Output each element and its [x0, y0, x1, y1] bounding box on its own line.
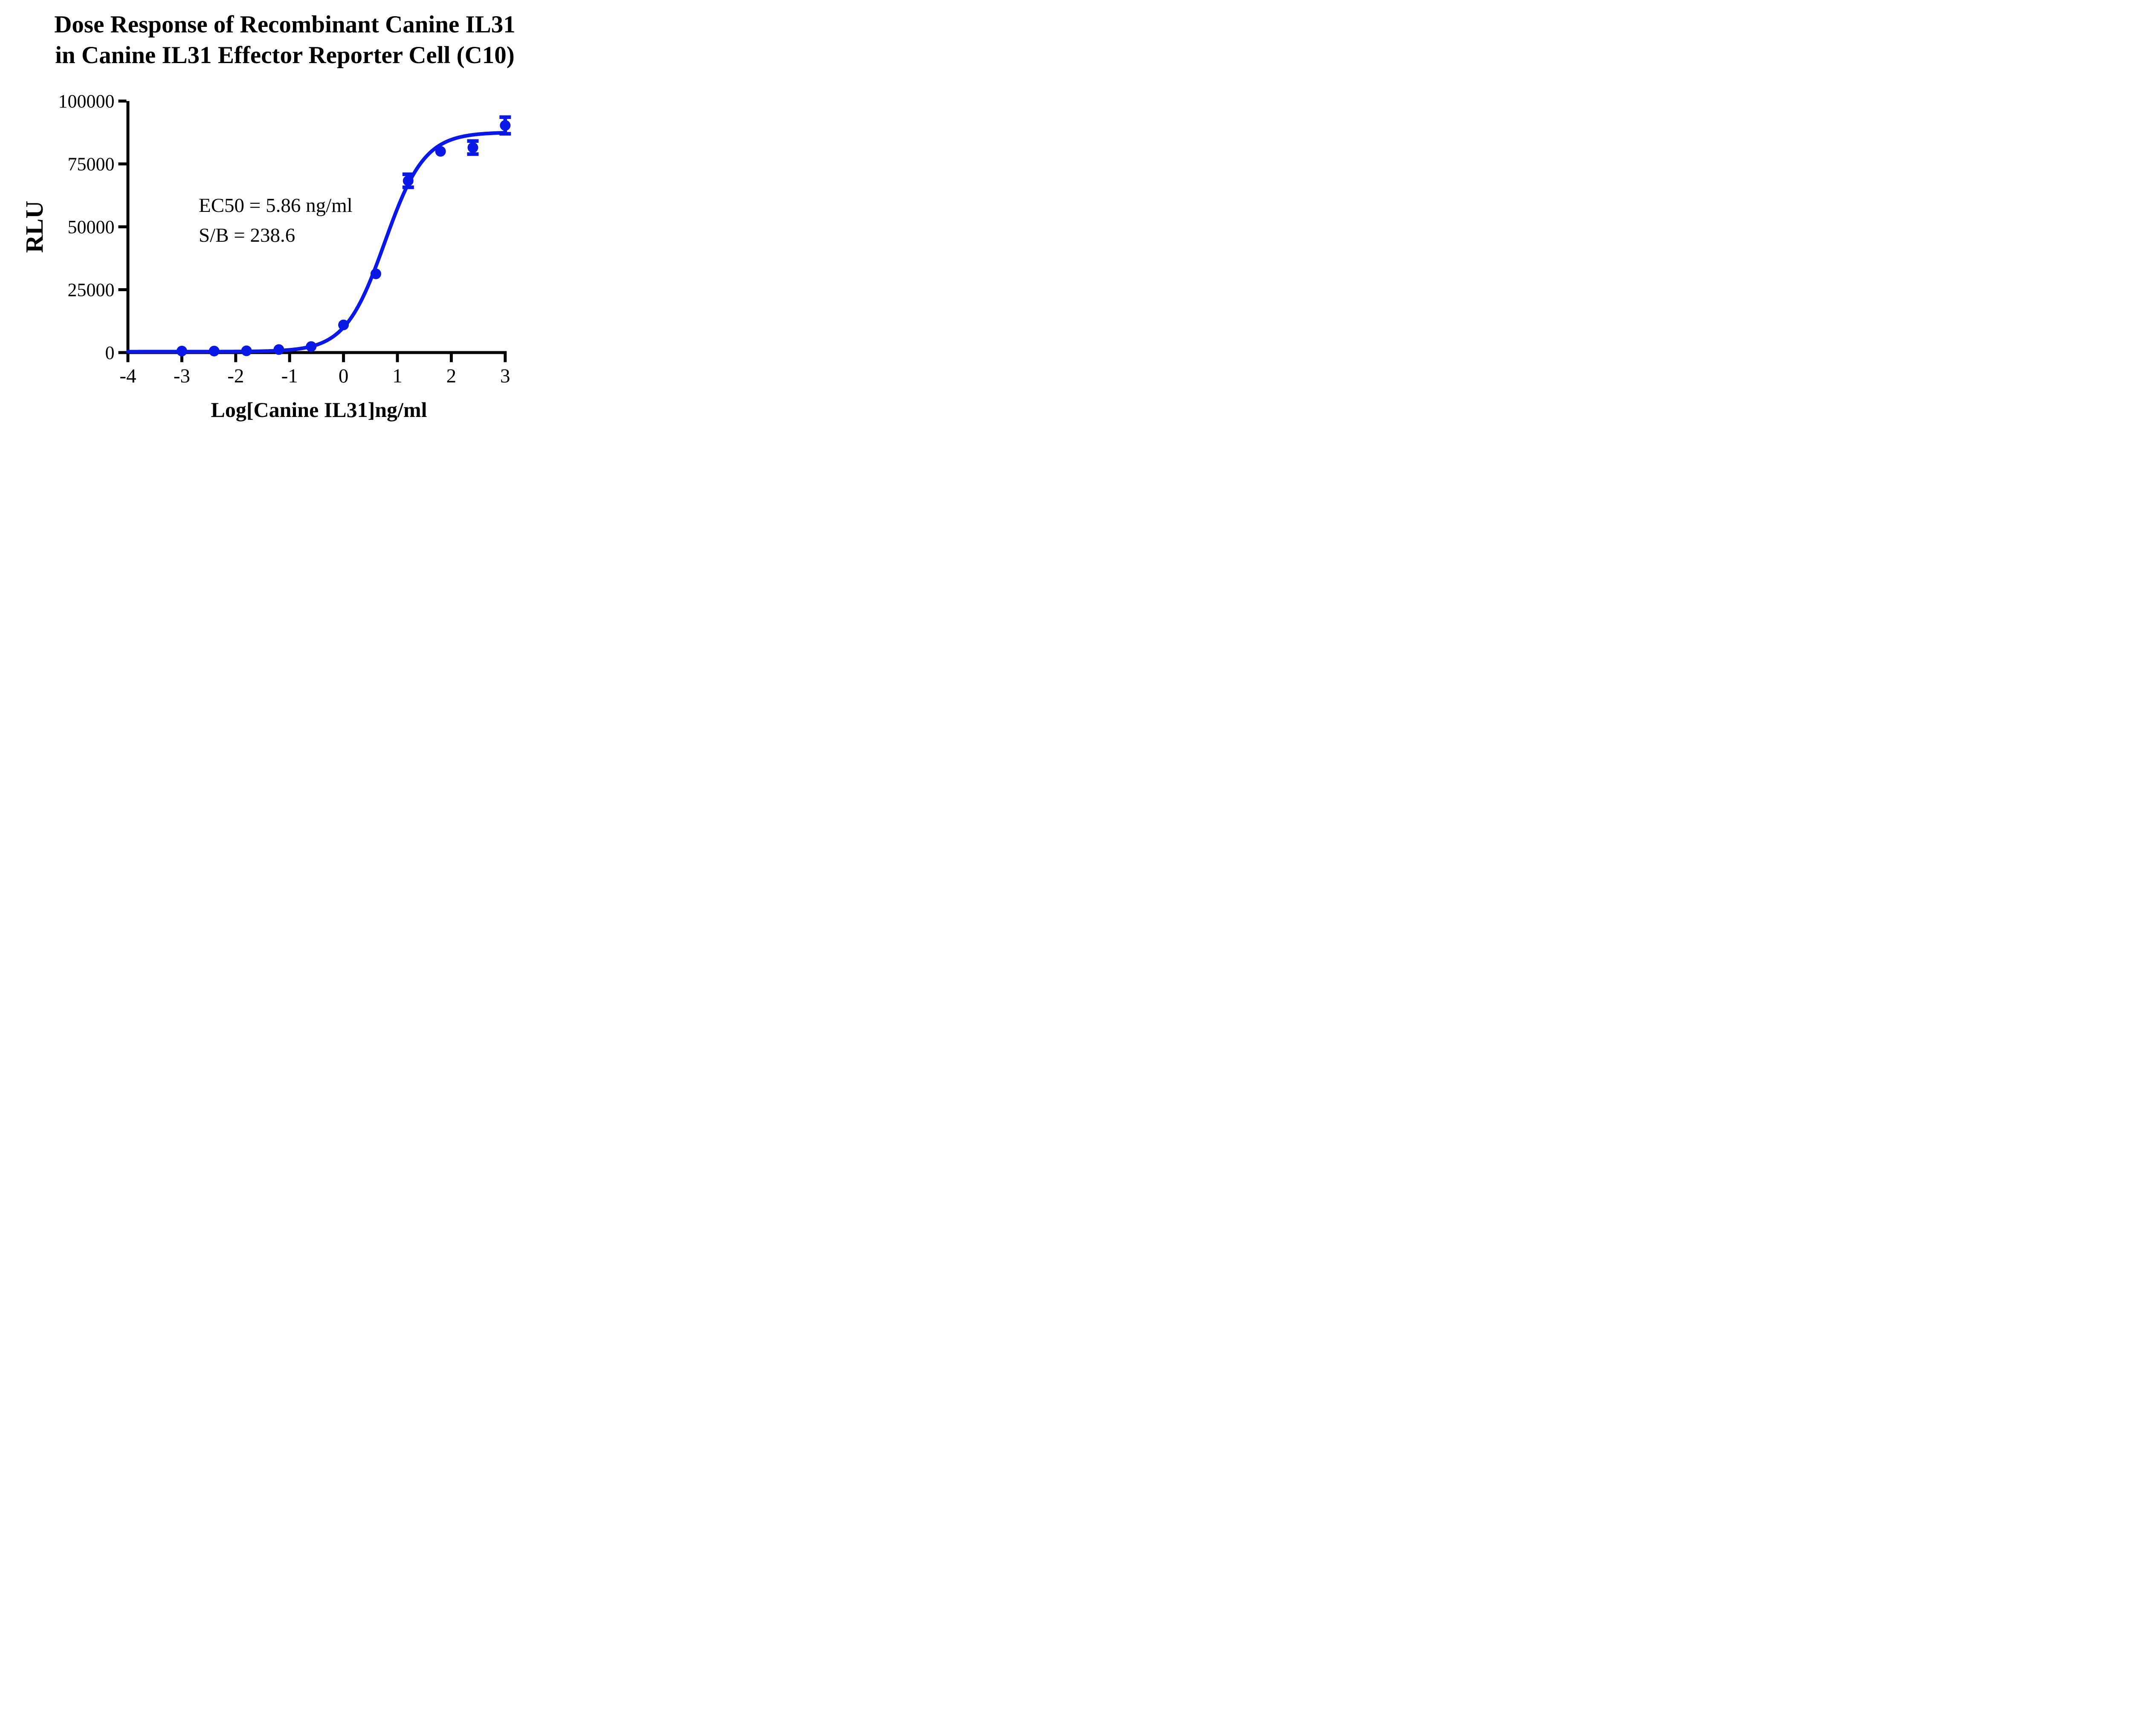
x-tick-label: -4 — [119, 365, 136, 387]
sb-annotation: S/B = 238.6 — [199, 224, 295, 246]
x-tick-label: 0 — [339, 365, 349, 387]
data-point — [338, 319, 349, 330]
data-point — [500, 120, 511, 131]
data-point — [435, 146, 446, 157]
fit-curve — [126, 131, 507, 354]
x-axis-title: Log[Canine IL31]ng/ml — [211, 398, 427, 422]
y-tick-label: 100000 — [58, 91, 115, 112]
data-point — [241, 345, 252, 356]
y-tick-label: 50000 — [68, 217, 115, 237]
chart-title-line1: Dose Response of Recombinant Canine IL31 — [54, 11, 516, 38]
data-point — [467, 142, 478, 153]
y-tick-label: 0 — [105, 342, 115, 363]
y-axis-title: RLU — [20, 201, 48, 253]
y-tick-label: 75000 — [68, 154, 115, 175]
x-tick-label: 2 — [446, 365, 457, 387]
x-tick-label: 1 — [392, 365, 403, 387]
dose-response-chart: 0 25000 50000 75000 100000 -4 -3 -2 -1 0 1 2 3 EC50 … — [20, 91, 511, 422]
data-point — [403, 175, 414, 186]
data-point — [176, 345, 187, 356]
plot-area: 0 25000 50000 75000 100000 -4 -3 -2 -1 0 1 2 3 — [58, 91, 511, 387]
dose-response-figure: Dose Response of Recombinant Canine IL31… — [0, 0, 570, 434]
x-tick-label: -2 — [227, 365, 244, 387]
data-point — [273, 344, 284, 355]
ec50-annotation: EC50 = 5.86 ng/ml — [199, 194, 353, 217]
y-tick-label: 25000 — [68, 280, 115, 301]
x-tick-label: -3 — [174, 365, 190, 387]
x-tick-label: -1 — [281, 365, 298, 387]
chart-title: Dose Response of Recombinant Canine IL31… — [0, 9, 570, 71]
chart-title-line2: in Canine IL31 Effector Reporter Cell (C… — [55, 42, 515, 69]
x-tick-label: 3 — [500, 365, 510, 387]
data-point — [306, 341, 317, 352]
data-point — [370, 268, 381, 279]
data-point — [209, 345, 220, 356]
